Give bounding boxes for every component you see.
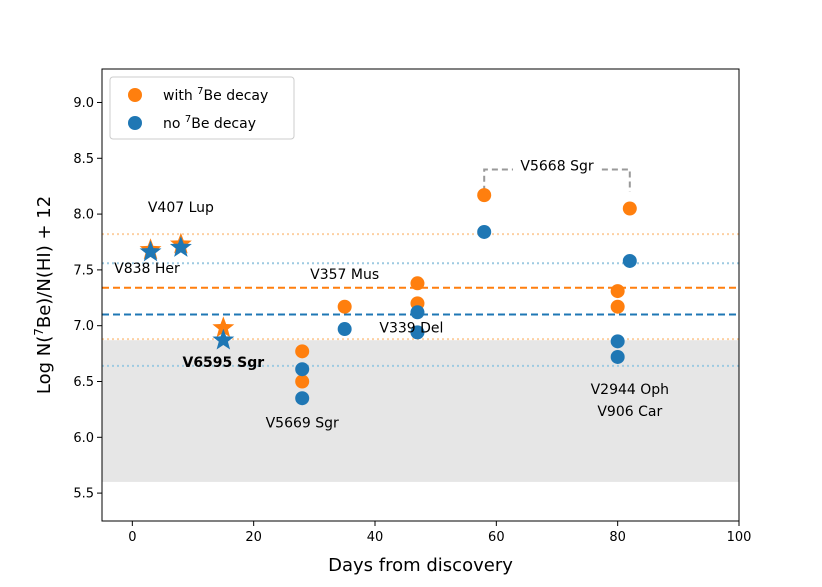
- y-tick-label-0: 5.5: [73, 487, 94, 502]
- annotation-bg-6: [513, 156, 601, 177]
- annotation-6: V5668 Sgr: [520, 159, 593, 175]
- y-tick-label-4: 7.5: [73, 263, 94, 278]
- point-no-10: [610, 349, 625, 364]
- point-no-9: [610, 334, 625, 349]
- legend-marker-no: [128, 116, 142, 130]
- annotation-7: V2944 Oph: [591, 382, 669, 398]
- point-no-4: [295, 391, 310, 406]
- point-with-4: [295, 374, 310, 389]
- y-tick-label-6: 8.5: [73, 152, 94, 167]
- point-no-3: [295, 362, 310, 377]
- point-no-5: [337, 322, 352, 337]
- x-tick-label-4: 80: [609, 530, 626, 545]
- axis-ticks: 0 20 40 60 80 100 5.5 6.0 6.5 7.0 7.5 8.0 8.5 9.0: [73, 96, 751, 545]
- legend-box: [109, 76, 295, 140]
- annotation-8: V906 Car: [597, 404, 662, 420]
- x-tick-label-5: 100: [727, 530, 752, 545]
- y-axis-label-suffix: Be)/N(HI) + 12: [34, 196, 55, 328]
- annotation-2: V357 Mus: [310, 267, 379, 283]
- data-points: [139, 188, 637, 406]
- plot-frame: [101, 68, 740, 522]
- y-axis-label-sup: 7: [32, 328, 46, 336]
- point-with-6: [410, 276, 425, 291]
- annotations: V407 Lup V838 Her V357 Mus V6595 Sgr V339 De…: [114, 156, 669, 431]
- star-no-1: [169, 236, 192, 257]
- point-no-6: [410, 305, 425, 320]
- point-with-3: [295, 344, 310, 359]
- x-tick-label-1: 20: [245, 530, 262, 545]
- annotation-3: V6595 Sgr: [182, 355, 264, 371]
- star-no-2: [212, 328, 235, 350]
- annotation-4: V339 Del: [379, 320, 443, 336]
- x-tick-label-0: 0: [128, 530, 136, 545]
- point-with-11: [622, 201, 637, 216]
- annotation-1: V838 Her: [114, 261, 180, 277]
- y-tick-label-2: 6.5: [73, 375, 94, 390]
- y-tick-label-1: 6.0: [73, 431, 94, 446]
- legend-label-with: with 7Be decay: [163, 86, 268, 104]
- x-axis-label: Days from discovery: [328, 555, 513, 576]
- point-with-5: [337, 299, 352, 314]
- point-with-10: [610, 299, 625, 314]
- shaded-band: [102, 340, 739, 482]
- y-tick-label-7: 9.0: [73, 96, 94, 111]
- point-with-8: [477, 188, 492, 203]
- legend: with 7Be decay no 7Be decay: [109, 76, 295, 140]
- star-no-0: [139, 240, 162, 262]
- annotation-0: V407 Lup: [148, 200, 214, 216]
- point-no-11: [622, 253, 637, 268]
- annotation-5: V5669 Sgr: [266, 415, 339, 431]
- point-no-7: [410, 325, 425, 340]
- y-tick-label-5: 8.0: [73, 208, 94, 223]
- y-axis-label: Log N(7Be)/N(HI) + 12: [32, 196, 55, 394]
- y-axis-label-prefix: Log N(: [34, 336, 55, 394]
- background-layer: [102, 340, 739, 482]
- legend-marker-with: [128, 88, 142, 102]
- point-no-8: [477, 224, 492, 239]
- legend-label-no: no 7Be decay: [163, 114, 256, 132]
- star-with-2: [212, 316, 235, 338]
- y-tick-label-3: 7.0: [73, 319, 94, 334]
- x-tick-label-2: 40: [367, 530, 384, 545]
- point-with-9: [610, 284, 625, 299]
- x-tick-label-3: 60: [488, 530, 505, 545]
